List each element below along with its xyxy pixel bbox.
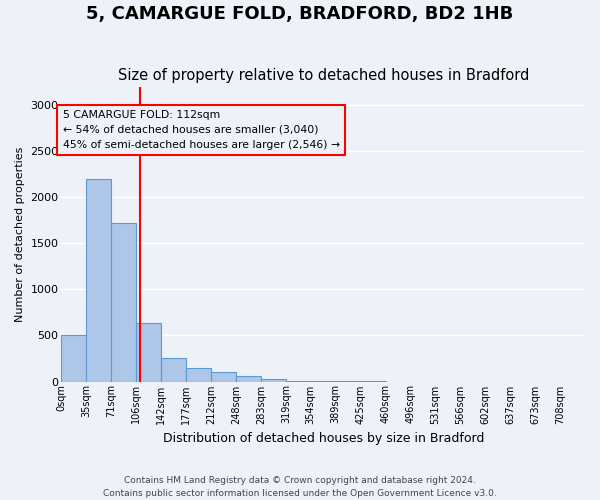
Text: Contains HM Land Registry data © Crown copyright and database right 2024.
Contai: Contains HM Land Registry data © Crown c… — [103, 476, 497, 498]
Bar — [61, 334, 86, 382]
Bar — [86, 179, 112, 382]
Title: Size of property relative to detached houses in Bradford: Size of property relative to detached ho… — [118, 68, 529, 83]
Y-axis label: Number of detached properties: Number of detached properties — [15, 146, 25, 322]
Bar — [186, 368, 211, 382]
Bar — [261, 379, 286, 382]
Bar — [236, 376, 261, 382]
Text: 5, CAMARGUE FOLD, BRADFORD, BD2 1HB: 5, CAMARGUE FOLD, BRADFORD, BD2 1HB — [86, 5, 514, 23]
Bar — [112, 223, 136, 382]
Bar — [136, 322, 161, 382]
Bar — [211, 372, 236, 382]
Bar — [286, 380, 311, 382]
X-axis label: Distribution of detached houses by size in Bradford: Distribution of detached houses by size … — [163, 432, 484, 445]
Bar — [161, 358, 186, 382]
Text: 5 CAMARGUE FOLD: 112sqm
← 54% of detached houses are smaller (3,040)
45% of semi: 5 CAMARGUE FOLD: 112sqm ← 54% of detache… — [63, 110, 340, 150]
